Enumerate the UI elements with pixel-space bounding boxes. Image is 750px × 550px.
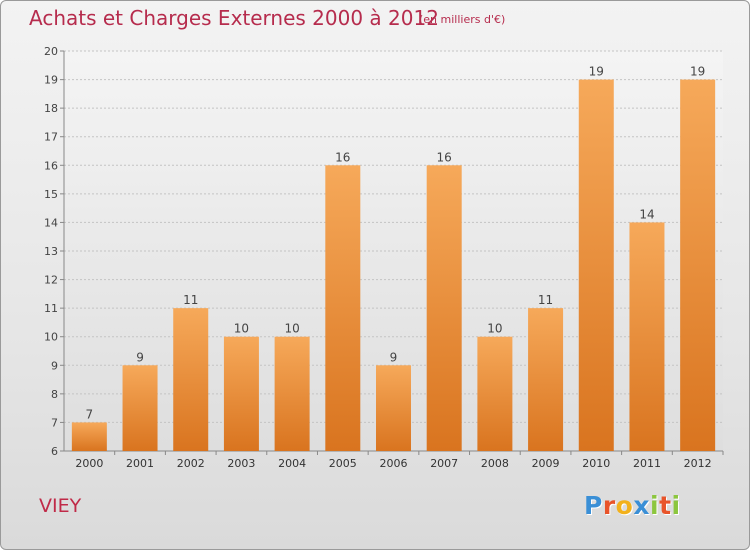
bar-2006 xyxy=(376,365,411,451)
y-tick-label: 7 xyxy=(51,416,58,429)
x-tick-label: 2004 xyxy=(278,457,306,470)
x-tick-label: 2010 xyxy=(582,457,610,470)
logo-letter: o xyxy=(615,491,634,520)
bar-2008 xyxy=(477,336,513,451)
data-label: 9 xyxy=(136,350,144,364)
data-label: 7 xyxy=(86,407,94,421)
y-tick-label: 9 xyxy=(51,359,58,372)
y-tick-label: 15 xyxy=(44,188,58,201)
x-tick-label: 2008 xyxy=(481,457,509,470)
y-tick-label: 10 xyxy=(44,331,58,344)
y-tick-label: 13 xyxy=(44,245,58,258)
x-tick-label: 2001 xyxy=(126,457,154,470)
bar-2004 xyxy=(274,336,310,451)
bar-2011 xyxy=(629,222,665,451)
bar-2007 xyxy=(426,165,462,452)
x-tick-label: 2003 xyxy=(227,457,255,470)
data-label: 14 xyxy=(639,207,654,221)
unit-note: (en milliers d'€) xyxy=(419,13,506,26)
x-tick-label: 2012 xyxy=(684,457,712,470)
data-label: 16 xyxy=(335,150,350,164)
bar-2010 xyxy=(578,79,614,452)
x-tick-label: 2011 xyxy=(633,457,661,470)
y-tick-label: 8 xyxy=(51,388,58,401)
x-tick-label: 2006 xyxy=(380,457,408,470)
data-label: 9 xyxy=(390,350,398,364)
y-tick-label: 19 xyxy=(44,74,58,87)
bar-2009 xyxy=(528,308,564,451)
data-label: 19 xyxy=(589,65,604,79)
data-label: 10 xyxy=(234,322,249,336)
x-tick-label: 2000 xyxy=(75,457,103,470)
x-tick-label: 2007 xyxy=(430,457,458,470)
x-tick-label: 2005 xyxy=(329,457,357,470)
logo-letter: t xyxy=(659,491,672,520)
y-tick-label: 6 xyxy=(51,445,58,458)
x-tick-label: 2002 xyxy=(177,457,205,470)
data-label: 19 xyxy=(690,65,705,79)
data-label: 11 xyxy=(183,293,198,307)
data-label: 10 xyxy=(284,322,299,336)
proxiti-logo[interactable]: Proxiti xyxy=(584,491,681,520)
bar-2005 xyxy=(325,165,361,452)
y-tick-label: 18 xyxy=(44,102,58,115)
y-tick-label: 12 xyxy=(44,274,58,287)
y-tick-label: 16 xyxy=(44,159,58,172)
bar-2003 xyxy=(223,336,259,451)
y-tick-label: 20 xyxy=(44,45,58,58)
bar-2002 xyxy=(173,308,209,451)
bar-2012 xyxy=(680,79,716,452)
x-tick-label: 2009 xyxy=(532,457,560,470)
bar-2001 xyxy=(122,365,158,451)
chart-title: Achats et Charges Externes 2000 à 2012 xyxy=(29,6,439,30)
data-label: 10 xyxy=(487,322,502,336)
data-label: 11 xyxy=(538,293,553,307)
y-tick-label: 14 xyxy=(44,216,58,229)
logo-letter: P xyxy=(584,491,603,520)
logo-letter: r xyxy=(602,491,616,520)
logo-letter: i xyxy=(671,491,681,520)
logo-letter: i xyxy=(650,491,660,520)
bar-2000 xyxy=(71,422,107,451)
logo-letter: x xyxy=(633,491,650,520)
commune-name: VIEY xyxy=(39,495,82,517)
data-label: 16 xyxy=(437,150,452,164)
y-tick-label: 11 xyxy=(44,302,58,315)
y-tick-label: 17 xyxy=(44,131,58,144)
